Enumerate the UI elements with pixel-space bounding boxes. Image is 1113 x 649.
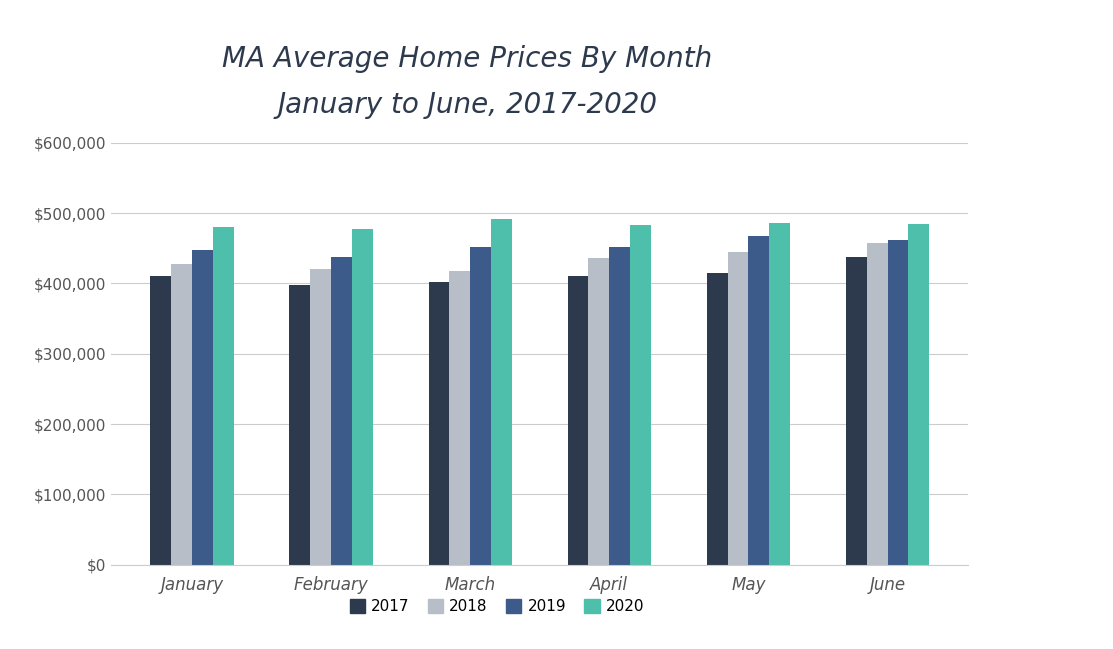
Bar: [846, 256, 867, 565]
Bar: [213, 227, 234, 565]
Bar: [471, 247, 491, 565]
Bar: [450, 271, 471, 565]
Text: January to June, 2017-2020: January to June, 2017-2020: [277, 91, 658, 119]
Legend: 2017, 2018, 2019, 2020: 2017, 2018, 2019, 2020: [344, 593, 650, 620]
Bar: [352, 229, 373, 565]
Bar: [749, 236, 769, 565]
Bar: [491, 219, 512, 565]
Bar: [311, 269, 332, 565]
Bar: [150, 276, 171, 565]
Bar: [429, 282, 450, 565]
Bar: [630, 225, 651, 565]
Bar: [867, 243, 888, 565]
Bar: [332, 258, 352, 565]
Bar: [728, 252, 748, 565]
Bar: [888, 239, 908, 565]
Text: MA Average Home Prices By Month: MA Average Home Prices By Month: [223, 45, 712, 73]
Bar: [568, 276, 589, 565]
Bar: [193, 251, 213, 565]
Bar: [908, 224, 929, 565]
Bar: [171, 263, 193, 565]
Bar: [707, 273, 728, 565]
Bar: [769, 223, 790, 565]
Bar: [610, 247, 630, 565]
Bar: [289, 285, 311, 565]
Bar: [589, 258, 610, 565]
